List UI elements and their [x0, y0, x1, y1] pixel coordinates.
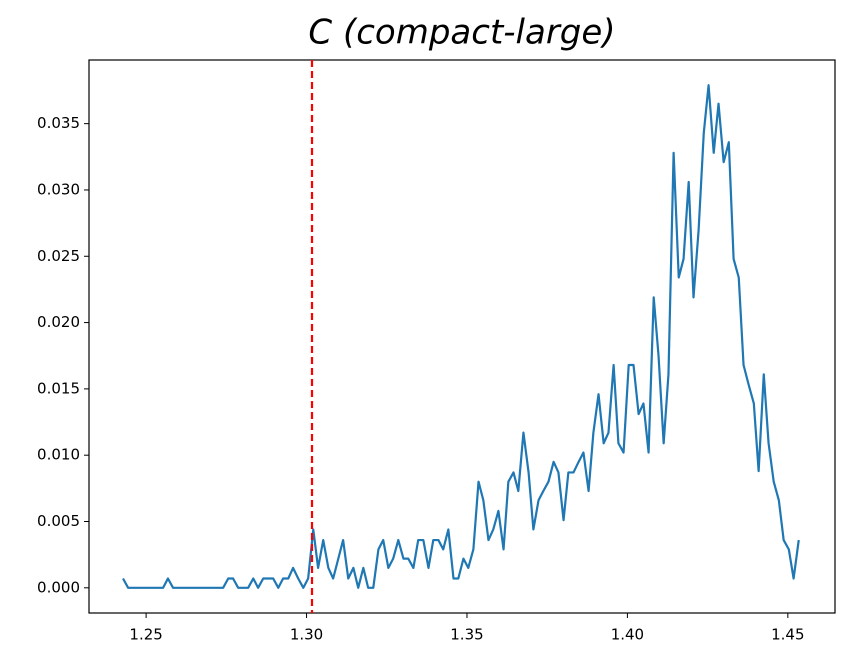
- x-tick-label: 1.40: [611, 626, 644, 644]
- y-tick-label: 0.010: [37, 446, 80, 464]
- y-tick-label: 0.000: [37, 578, 80, 596]
- y-tick-label: 0.005: [37, 512, 80, 530]
- y-tick-label: 0.025: [37, 247, 80, 265]
- x-tick-label: 1.30: [290, 626, 323, 644]
- x-tick-label: 1.45: [771, 626, 804, 644]
- y-tick-label: 0.030: [37, 180, 80, 198]
- plot-frame: [88, 59, 836, 614]
- x-tick-label: 1.35: [450, 626, 483, 644]
- y-tick-label: 0.035: [37, 114, 80, 132]
- y-tick-label: 0.015: [37, 379, 80, 397]
- x-tick-label: 1.25: [129, 626, 162, 644]
- y-tick-label: 0.020: [37, 313, 80, 331]
- chart-title: C (compact-large): [308, 13, 615, 53]
- data-line: [122, 84, 800, 589]
